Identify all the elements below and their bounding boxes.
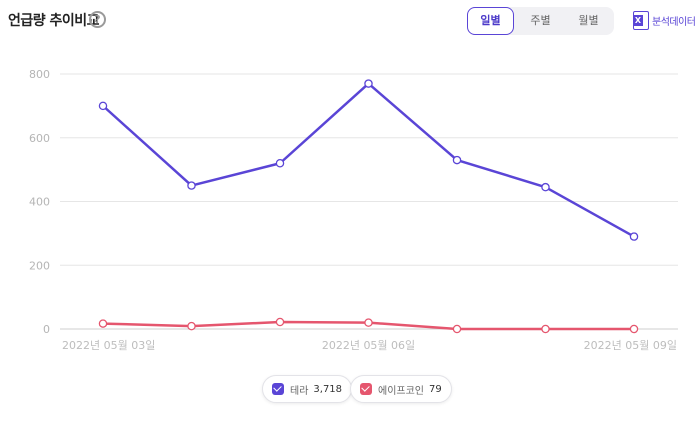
legend-item-series-1[interactable]: 테라 3,718	[262, 375, 353, 403]
chart-legend: 테라 3,718 에이프코인 79	[0, 375, 700, 403]
question-circle-icon[interactable]: ?	[89, 11, 106, 28]
data-point	[187, 181, 196, 190]
legend-series-total: 3,718	[313, 383, 343, 395]
checkbox-icon	[360, 383, 372, 395]
y-tick-label: 0	[43, 323, 50, 336]
data-point	[364, 79, 373, 88]
data-point	[541, 324, 550, 334]
x-tick-label: 2022년 05월 03일	[62, 338, 155, 352]
y-tick-label: 200	[29, 259, 50, 272]
y-tick-label: 800	[29, 68, 50, 81]
excel-icon: X	[633, 10, 649, 30]
data-point	[275, 159, 285, 168]
checkbox-icon	[272, 383, 284, 395]
line-chart: 0 200 400 600 800 2022년 05월 03일 2022년 05월 06일 2…	[29, 68, 678, 352]
data-point	[364, 318, 373, 327]
y-tick-label: 600	[29, 132, 50, 145]
tab-daily[interactable]: 일별	[467, 7, 514, 35]
data-point	[629, 324, 639, 334]
x-tick-label: 2022년 05월 06일	[322, 338, 415, 352]
data-point	[187, 321, 196, 331]
legend-series-name: 에이프코인	[378, 385, 424, 397]
chart-header: 언급량 추이비교 ? 일별 주별 월별 X 분석데이터	[0, 0, 700, 44]
export-data-button[interactable]: X 분석데이터	[633, 10, 696, 30]
data-point	[275, 317, 285, 327]
data-point	[629, 232, 639, 241]
legend-series-name: 테라	[290, 385, 309, 397]
tab-weekly[interactable]: 주별	[530, 14, 551, 27]
x-tick-label: 2022년 05월 09일	[584, 338, 677, 352]
export-label: 분석데이터	[652, 16, 696, 28]
series-line	[101, 82, 636, 238]
data-point	[541, 182, 550, 192]
data-point	[452, 155, 462, 165]
legend-item-series-2[interactable]: 에이프코인 79	[350, 375, 452, 403]
tab-monthly[interactable]: 월별	[578, 14, 599, 27]
data-point	[98, 319, 108, 328]
period-toggle: 일별 주별 월별	[467, 7, 614, 35]
chart-title: 언급량 추이비교	[8, 13, 100, 29]
legend-series-total: 79	[429, 383, 442, 395]
data-point	[452, 324, 462, 334]
data-point	[98, 101, 108, 111]
y-tick-label: 400	[29, 196, 50, 209]
